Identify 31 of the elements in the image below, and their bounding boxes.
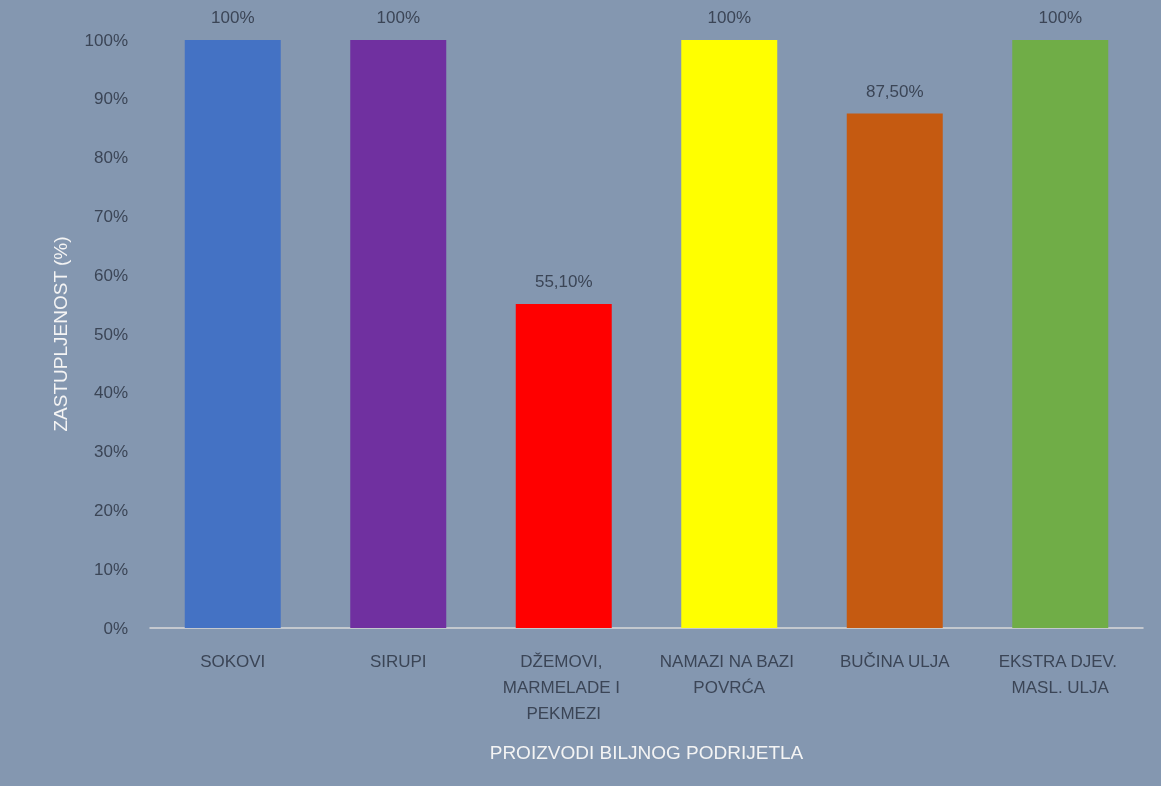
y-tick-label: 0% [103,618,128,638]
data-label: 100% [211,8,255,27]
y-tick-label: 30% [93,442,128,462]
x-tick-label: EKSTRA DJEV. MASL. ULJA [998,651,1122,697]
bar [515,304,612,628]
data-label: 100% [707,8,751,27]
y-tick-label: 100% [84,30,128,50]
data-label: 87,50% [865,81,924,101]
y-tick-label: 90% [93,89,128,109]
data-label: 100% [376,8,420,27]
y-axis-title: ZASTUPLJENOST (%) [50,236,71,432]
bar [1012,40,1109,628]
x-tick-label: SIRUPI [369,651,427,671]
y-tick-label: 10% [93,559,128,579]
y-tick-label: 70% [93,206,128,226]
data-label: 55,10% [534,272,593,292]
data-label: 100% [1038,8,1082,27]
bar [350,40,447,628]
x-tick-label: SOKOVI [200,651,266,671]
bar [184,40,281,628]
x-tick-label: NAMAZI NA BAZI POVRĆA [659,651,799,697]
x-axis-title: PROIZVODI BILJNOG PODRIJETLA [489,742,804,763]
y-tick-label: 40% [93,383,128,403]
bar [681,40,778,628]
y-tick-label: 60% [93,265,128,285]
x-tick-label: DŽEMOVI, MARMELADE I PEKMEZI [502,651,625,723]
x-tick-label: BUČINA ULJA [839,651,951,671]
bar [846,113,943,628]
y-tick-label: 80% [93,148,128,168]
y-tick-label: 50% [93,324,128,344]
y-tick-label: 20% [93,500,128,520]
